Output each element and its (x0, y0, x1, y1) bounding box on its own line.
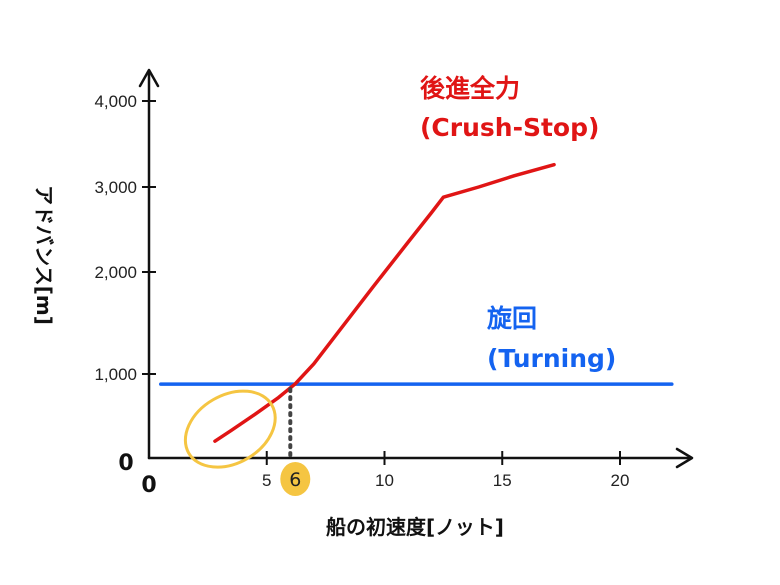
y-origin-label: 0 (118, 451, 133, 476)
highlight-circle (183, 389, 277, 469)
x-tick-label: 5 (262, 471, 271, 490)
y-tick-label: 1,000 (94, 365, 137, 384)
y-axis-label: アドバンス[m] (32, 185, 56, 325)
highlight-value-bubble (280, 462, 311, 496)
y-axis-arrow (138, 68, 160, 88)
turning-label-line2: (Turning) (487, 344, 616, 373)
y-tick-label: 3,000 (94, 178, 137, 197)
turning-label-line1: 旋回 (487, 304, 537, 333)
chart-ticks: 1,000 2,000 3,000 4,000 5 10 15 20 (94, 92, 629, 490)
chart-axes (138, 68, 694, 469)
x-axis-arrow (675, 447, 694, 469)
x-axis-label: 船の初速度[ノット] (326, 515, 504, 539)
x-tick-label: 15 (493, 471, 512, 490)
crush-stop-series-line (213, 162, 556, 443)
highlight-value-label: 6 (289, 469, 301, 491)
crush-stop-label-line1: 後進全力 (420, 74, 520, 103)
x-origin-label: 0 (141, 473, 156, 498)
crush-stop-label-line2: (Crush-Stop) (420, 113, 599, 142)
x-tick-label: 10 (375, 471, 394, 490)
x-tick-label: 20 (611, 471, 630, 490)
y-tick-label: 2,000 (94, 263, 137, 282)
series-layer (159, 162, 674, 443)
highlight-layer: 6 (183, 387, 311, 496)
y-tick-label: 4,000 (94, 92, 137, 111)
